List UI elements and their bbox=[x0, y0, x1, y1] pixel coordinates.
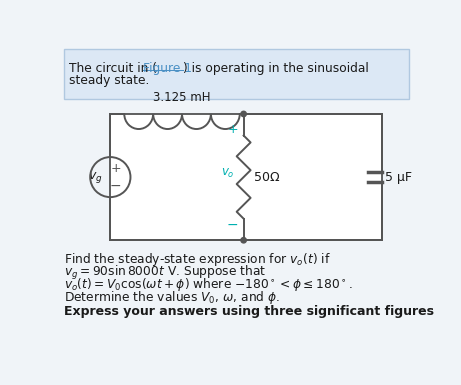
Text: 5 μF: 5 μF bbox=[385, 171, 413, 184]
Text: Express your answers using three significant figures: Express your answers using three signifi… bbox=[64, 305, 434, 318]
Text: 50Ω: 50Ω bbox=[254, 171, 280, 184]
Text: $v_o$: $v_o$ bbox=[221, 167, 234, 180]
Text: $v_g = 90\sin 8000t$ V. Suppose that: $v_g = 90\sin 8000t$ V. Suppose that bbox=[64, 264, 266, 282]
Text: ) is operating in the sinusoidal: ) is operating in the sinusoidal bbox=[183, 62, 369, 75]
Circle shape bbox=[241, 111, 246, 117]
Circle shape bbox=[241, 238, 246, 243]
Text: Determine the values $V_0$, $\omega$, and $\phi$.: Determine the values $V_0$, $\omega$, an… bbox=[64, 289, 280, 306]
Text: steady state.: steady state. bbox=[69, 74, 150, 87]
Text: +: + bbox=[227, 123, 238, 136]
Text: +: + bbox=[111, 162, 121, 175]
Text: 3.125 mH: 3.125 mH bbox=[153, 91, 211, 104]
Text: Find the steady-state expression for $v_o(t)$ if: Find the steady-state expression for $v_… bbox=[64, 251, 331, 268]
Text: Figure 1: Figure 1 bbox=[143, 62, 192, 75]
Text: −: − bbox=[227, 218, 239, 232]
Text: The circuit in (: The circuit in ( bbox=[69, 62, 157, 75]
Text: $v_g$: $v_g$ bbox=[88, 170, 103, 184]
Text: −: − bbox=[110, 179, 122, 193]
Text: $v_o(t) = V_0\cos(\omega t + \phi)$ where $-180^\circ < \phi \leq 180^\circ.$: $v_o(t) = V_0\cos(\omega t + \phi)$ wher… bbox=[64, 276, 352, 293]
FancyBboxPatch shape bbox=[64, 49, 409, 99]
FancyBboxPatch shape bbox=[110, 114, 382, 240]
